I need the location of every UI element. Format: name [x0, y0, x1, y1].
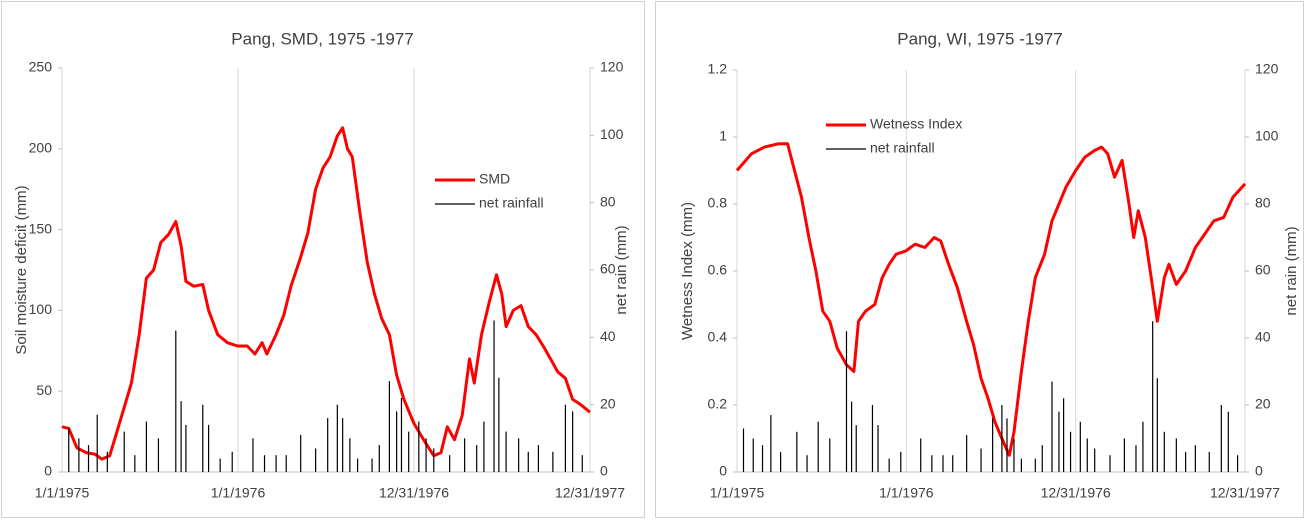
x-tick-label: 1/1/1976	[211, 485, 266, 501]
x-tick-label: 1/1/1976	[879, 485, 934, 501]
y-tick-label: 0.4	[708, 329, 728, 345]
y2-axis-label: net rain (mm)	[1283, 226, 1300, 315]
legend-label: SMD	[479, 171, 510, 187]
y2-tick-label: 120	[600, 59, 624, 75]
series-line	[61, 126, 591, 461]
x-tick-label: 12/31/1977	[1210, 485, 1280, 501]
y2-tick-label: 60	[600, 261, 616, 277]
x-tick-label: 12/31/1977	[555, 485, 625, 501]
y2-tick-label: 0	[1255, 463, 1263, 479]
y-tick-label: 0.6	[708, 262, 728, 278]
y2-tick-label: 80	[1255, 195, 1271, 211]
y-tick-label: 0.8	[708, 195, 728, 211]
y2-tick-label: 20	[1255, 396, 1271, 412]
y-tick-label: 150	[29, 220, 53, 236]
y-axis-label: Soil moisture deficit (mm)	[13, 185, 30, 354]
y-tick-label: 0.2	[708, 396, 728, 412]
y2-tick-label: 100	[1255, 128, 1279, 144]
y-tick-label: 1	[719, 128, 727, 144]
y-tick-label: 0	[44, 463, 52, 479]
y-tick-label: 0	[719, 463, 727, 479]
chart-title: Pang, SMD, 1975 -1977	[231, 29, 413, 48]
y-tick-label: 50	[36, 382, 52, 398]
y-tick-label: 200	[29, 140, 53, 156]
x-tick-label: 1/1/1975	[710, 485, 765, 501]
legend-label: Wetness Index	[870, 116, 962, 132]
x-tick-label: 1/1/1975	[35, 485, 90, 501]
panel-frame	[655, 1, 1304, 518]
y2-axis-label: net rain (mm)	[613, 225, 630, 314]
x-tick-label: 12/31/1976	[1041, 485, 1111, 501]
y-tick-label: 1.2	[708, 61, 728, 77]
y-tick-label: 100	[29, 301, 53, 317]
y2-tick-label: 0	[600, 463, 608, 479]
panel-frame	[1, 1, 645, 518]
y2-tick-label: 60	[1255, 262, 1271, 278]
y2-tick-label: 100	[600, 126, 624, 142]
y2-tick-label: 40	[1255, 329, 1271, 345]
y-tick-label: 250	[29, 59, 53, 75]
y2-tick-label: 80	[600, 193, 616, 209]
y2-tick-label: 120	[1255, 61, 1279, 77]
chart-title: Pang, WI, 1975 -1977	[897, 29, 1062, 48]
legend-label: net rainfall	[479, 195, 544, 211]
y2-tick-label: 40	[600, 328, 616, 344]
y2-tick-label: 20	[600, 395, 616, 411]
y-axis-label: Wetness Index (mm)	[679, 202, 696, 340]
x-tick-label: 12/31/1976	[379, 485, 449, 501]
legend-label: net rainfall	[870, 140, 935, 156]
